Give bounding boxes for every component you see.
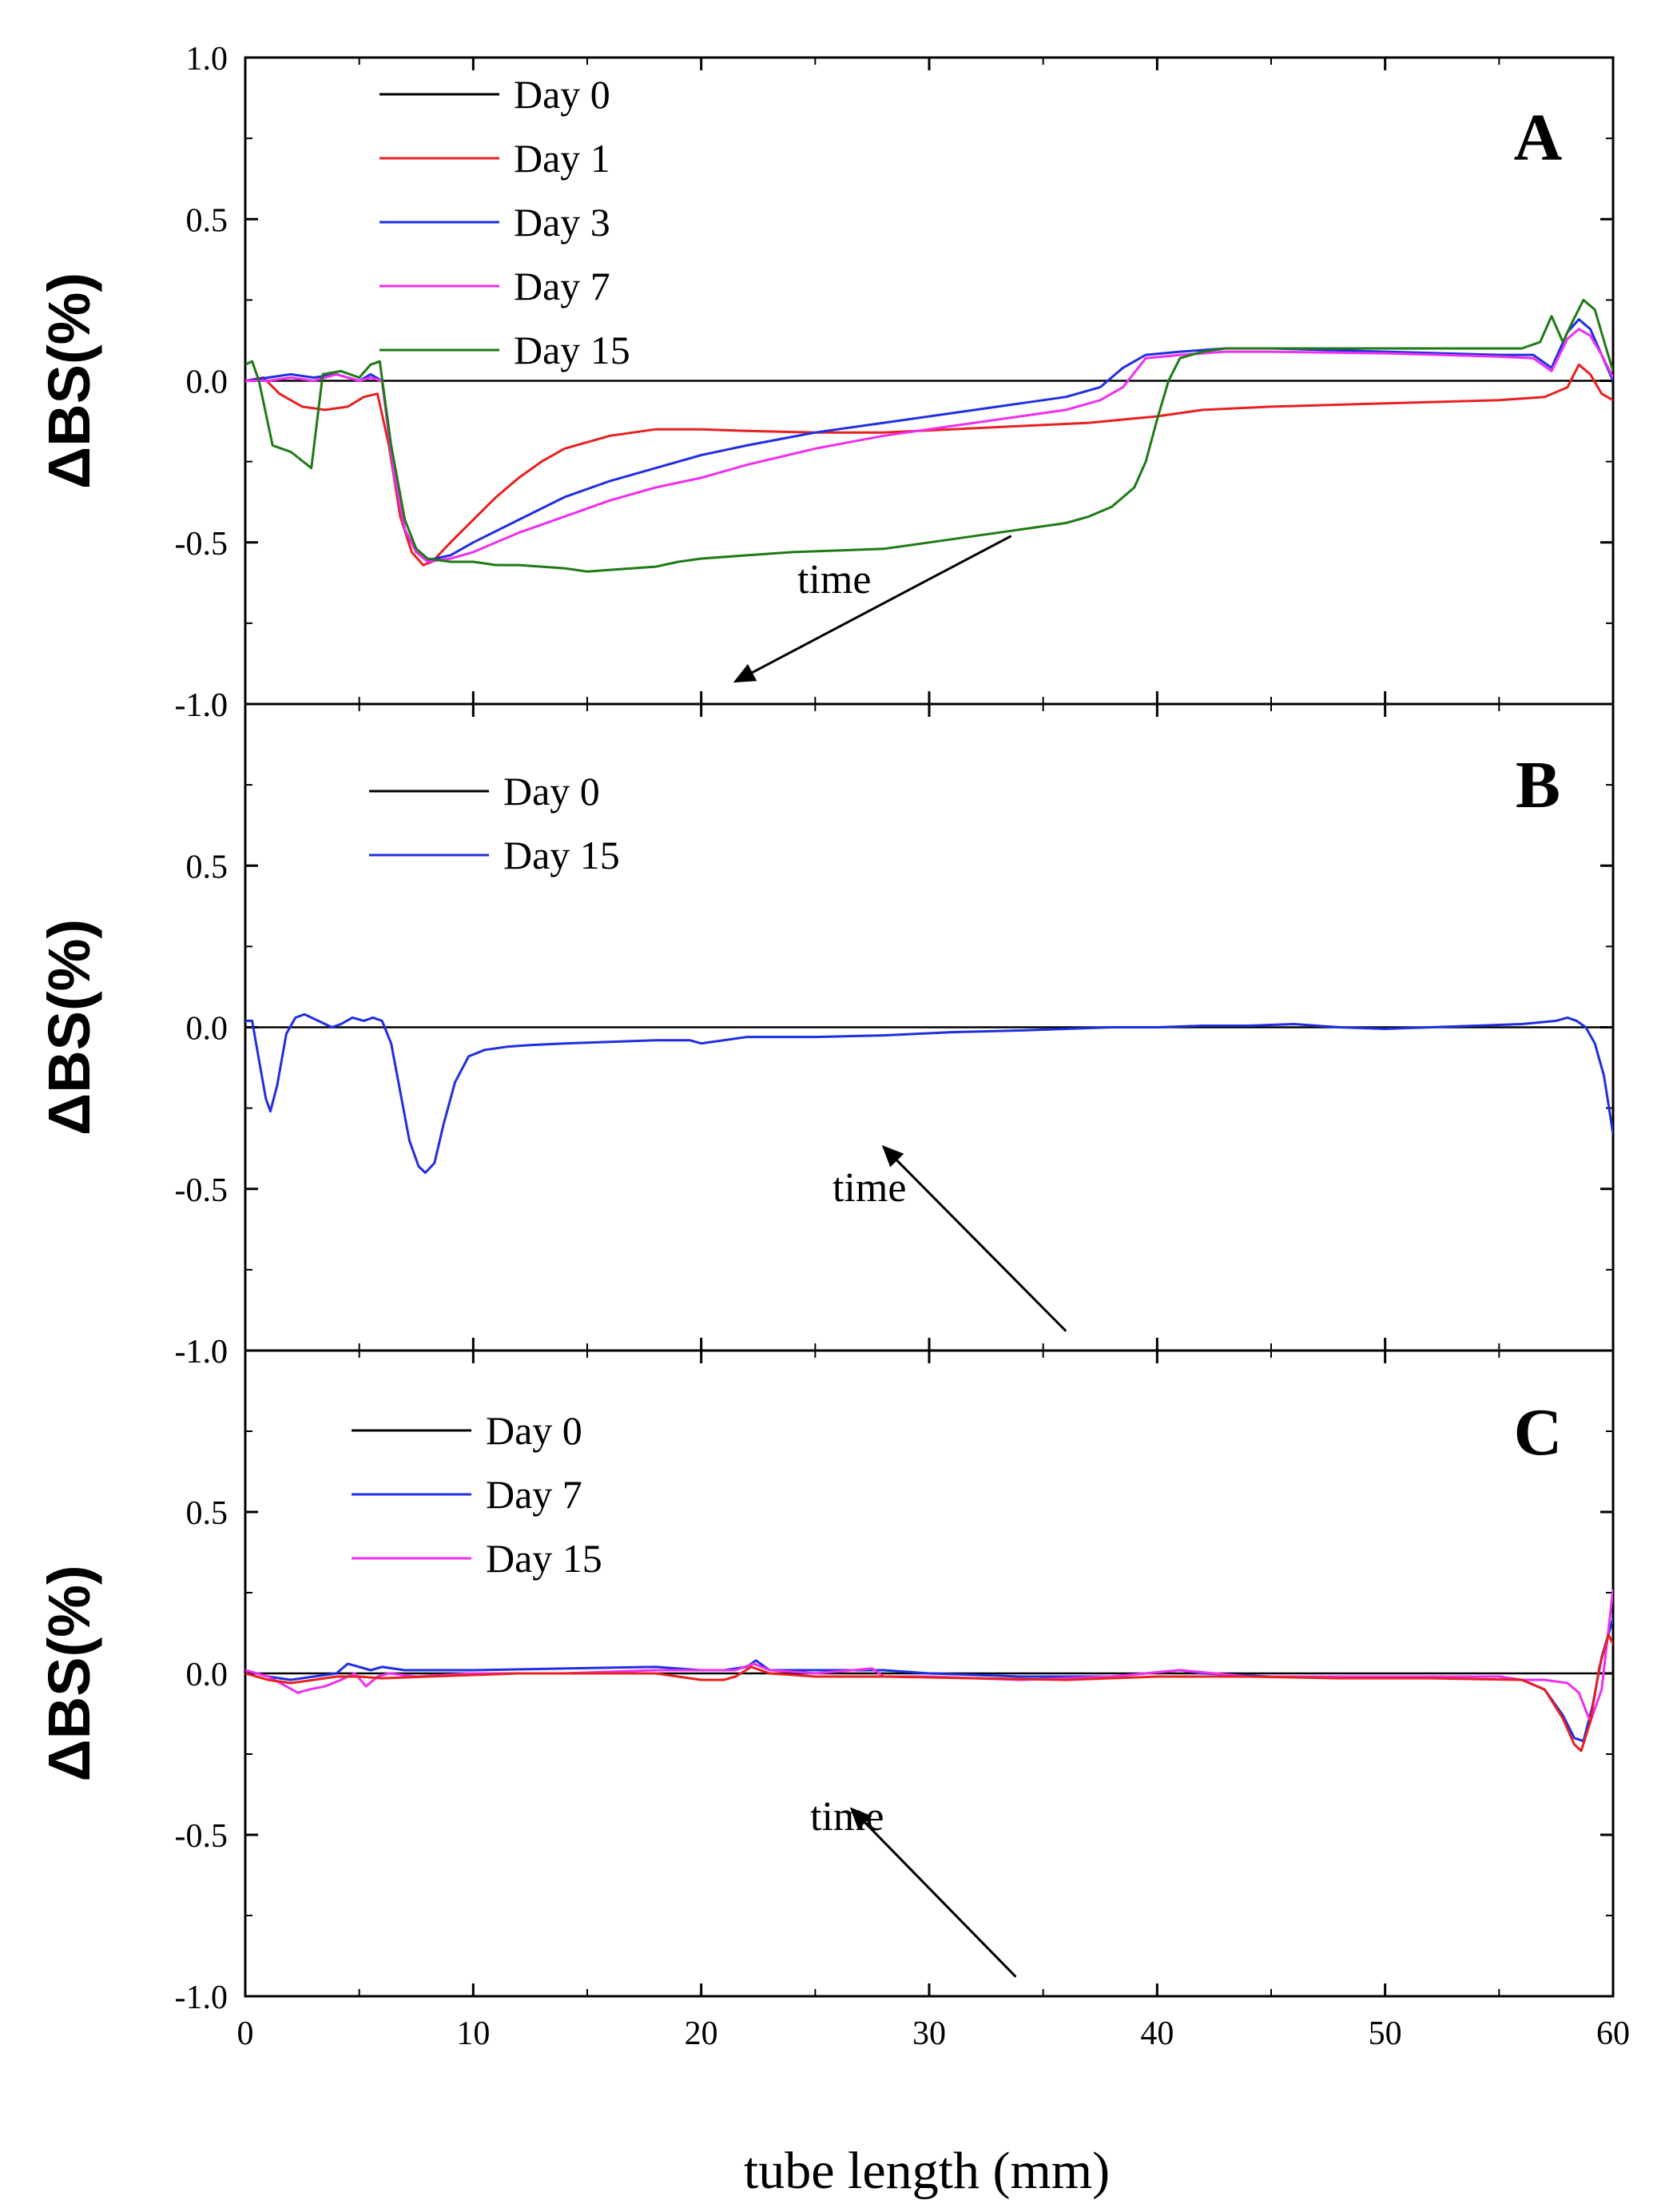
legend: Day 0 Day 15	[369, 769, 620, 877]
panel-letter: C	[1514, 1395, 1563, 1470]
series-group	[245, 298, 1613, 573]
y-axis-label: ΔBS(%)	[36, 919, 102, 1136]
legend-label: Day 7	[486, 1472, 582, 1517]
legend-label: Day 0	[514, 72, 610, 117]
y-tick-label: 1.0	[186, 41, 228, 78]
legend: Day 0 Day 7 Day 15	[352, 1408, 602, 1581]
x-axis-label: tube length (mm)	[744, 2142, 1110, 2200]
y-tick-label: 0.5	[186, 202, 228, 239]
legend: Day 0 Day 1 Day 3 Day 7 Day 15	[379, 72, 630, 372]
time-annotation: time	[833, 1165, 906, 1211]
panel-letter: A	[1514, 101, 1563, 175]
time-arrow	[849, 1807, 1017, 1978]
x-tick-label: 0	[237, 2015, 254, 2052]
x-tick-label: 50	[1369, 2015, 1402, 2052]
y-tick-label: 0.0	[186, 1011, 228, 1048]
series-group	[245, 1013, 1613, 1174]
y-tick-label: 0.0	[186, 364, 228, 401]
series-line-day-7	[245, 1617, 1613, 1743]
y-tick-label: -0.5	[175, 1172, 228, 1209]
series-line-day-15	[245, 1013, 1613, 1174]
y-tick-label: -0.5	[175, 1818, 228, 1855]
legend-label: Day 0	[486, 1408, 582, 1453]
series-line-day-1	[245, 363, 1613, 567]
series-line-day-1	[245, 1633, 1613, 1752]
x-tick-label: 60	[1596, 2015, 1630, 2052]
series-line-day-3	[245, 318, 1613, 562]
time-annotation: time	[797, 557, 871, 603]
x-tick-label: 10	[456, 2015, 490, 2052]
x-tick-label: 20	[685, 2015, 718, 2052]
y-tick-label: 0.5	[186, 1495, 228, 1532]
x-tick-label: 30	[912, 2015, 946, 2052]
legend-label: Day 1	[514, 136, 610, 181]
series-line-day-7	[245, 328, 1613, 563]
legend-label: Day 0	[503, 769, 600, 814]
y-tick-label: 1.0	[186, 1334, 228, 1371]
x-tick-label: 40	[1140, 2015, 1174, 2052]
time-arrow	[881, 1145, 1067, 1332]
y-axis-label: ΔBS(%)	[36, 1565, 102, 1781]
y-axis-label: ΔBS(%)	[36, 273, 102, 489]
y-tick-label: 0.0	[186, 1657, 228, 1693]
panel-c: -1.0 -0.5 0.0 0.5 1.0 0 10 20 30 40 50 60 ΔBS(%) Day …	[36, 1334, 1630, 2052]
time-annotation: time	[810, 1794, 884, 1840]
legend-label: Day 15	[503, 833, 620, 877]
y-tick-label: -1.0	[175, 1979, 228, 2016]
series-line-day-15	[245, 1589, 1613, 1724]
legend-label: Day 3	[514, 200, 610, 245]
y-tick-label: 1.0	[186, 687, 228, 724]
series-line-day-15	[245, 298, 1613, 573]
time-arrow	[733, 535, 1012, 683]
series-group	[245, 1589, 1613, 1752]
panel-letter: B	[1516, 748, 1560, 822]
legend-label: Day 15	[486, 1536, 602, 1581]
y-tick-label: -0.5	[175, 526, 228, 563]
y-tick-label: -1.0	[175, 687, 228, 724]
legend-label: Day 7	[514, 264, 610, 308]
legend-label: Day 15	[514, 328, 630, 372]
y-tick-label: -1.0	[175, 1334, 228, 1371]
y-tick-label: 0.5	[186, 849, 228, 885]
